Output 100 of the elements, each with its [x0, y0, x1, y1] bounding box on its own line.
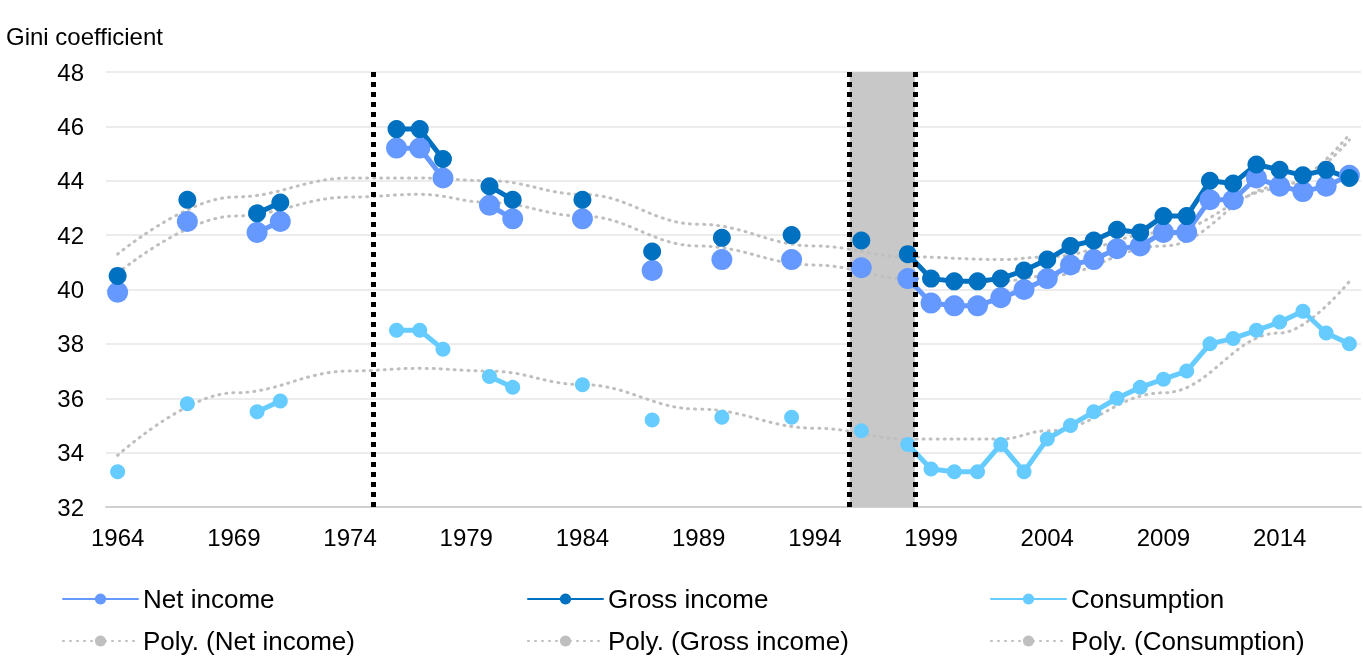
point [1225, 330, 1241, 346]
point [852, 231, 871, 250]
point [1292, 181, 1314, 203]
point [269, 211, 291, 233]
point [387, 120, 406, 139]
point [478, 194, 500, 216]
point [714, 409, 730, 425]
point [108, 266, 127, 285]
point [711, 249, 733, 271]
point [1084, 231, 1103, 250]
point [1155, 371, 1171, 387]
point [1202, 336, 1218, 352]
point [1340, 169, 1359, 188]
legend-label: Poly. (Net income) [143, 626, 355, 656]
point [970, 464, 986, 480]
legend-label: Consumption [1071, 584, 1225, 614]
point [1036, 268, 1058, 290]
point [1109, 390, 1125, 406]
point [1132, 379, 1148, 395]
point [1222, 189, 1244, 211]
point [923, 461, 939, 477]
point [1107, 220, 1126, 239]
point [641, 259, 663, 281]
point [1341, 336, 1357, 352]
point [1152, 221, 1174, 243]
point [179, 396, 195, 412]
point [1315, 175, 1337, 197]
point [853, 423, 869, 439]
y-tick-label: 38 [57, 330, 84, 358]
point [480, 177, 499, 196]
point [1086, 404, 1102, 420]
point [1199, 189, 1221, 211]
point [946, 464, 962, 480]
point [386, 137, 408, 159]
point [1177, 207, 1196, 226]
point [967, 295, 989, 317]
point [176, 211, 198, 233]
point [410, 120, 429, 139]
point [1179, 363, 1195, 379]
point [920, 292, 942, 314]
point [505, 379, 521, 395]
point [435, 341, 451, 357]
point [991, 269, 1010, 288]
point [943, 295, 965, 317]
point [1248, 322, 1264, 338]
point [503, 190, 522, 209]
point [1224, 174, 1243, 193]
point [248, 204, 267, 223]
point [922, 269, 941, 288]
x-tick-label: 1994 [788, 523, 842, 551]
point [481, 369, 497, 384]
point [1013, 279, 1035, 300]
y-tick-label: 44 [57, 167, 84, 195]
point [945, 272, 964, 291]
point [1295, 303, 1311, 319]
point [1015, 261, 1034, 280]
point [1200, 171, 1219, 190]
point [574, 377, 590, 393]
point [781, 249, 803, 271]
x-tick-label: 2014 [1252, 523, 1307, 551]
y-axis-title: Gini coefficient [6, 22, 164, 50]
point [432, 167, 454, 189]
point [1038, 250, 1057, 269]
legend-label: Poly. (Consumption) [1071, 626, 1305, 656]
point [1060, 254, 1081, 276]
y-tick-label: 40 [57, 276, 84, 303]
point [412, 322, 428, 338]
y-tick-label: 42 [57, 221, 84, 249]
point [1318, 325, 1334, 341]
x-tick-label: 1969 [207, 523, 261, 551]
point [272, 393, 288, 409]
point [110, 464, 126, 480]
point [643, 242, 662, 261]
point [993, 436, 1009, 452]
point [1317, 160, 1336, 179]
point [1247, 155, 1266, 174]
point [434, 150, 452, 168]
point [573, 190, 592, 209]
point [1063, 417, 1078, 433]
y-tick-label: 32 [57, 493, 84, 521]
point [712, 228, 731, 247]
point [990, 287, 1012, 309]
legend-label: Gross income [608, 584, 769, 614]
y-tick-label: 48 [57, 58, 84, 86]
point [1039, 431, 1055, 447]
point [644, 412, 660, 428]
y-tick-label: 34 [57, 439, 84, 467]
point [784, 409, 800, 425]
point [1269, 175, 1291, 197]
point [968, 272, 987, 291]
x-tick-label: 1984 [555, 523, 610, 551]
point [1293, 166, 1312, 185]
y-tick-label: 36 [57, 384, 84, 412]
point [571, 208, 593, 230]
x-tick-label: 2009 [1136, 523, 1191, 551]
point [850, 257, 872, 279]
point [1106, 238, 1128, 260]
point [249, 404, 265, 420]
point [409, 137, 431, 159]
point [389, 322, 405, 338]
